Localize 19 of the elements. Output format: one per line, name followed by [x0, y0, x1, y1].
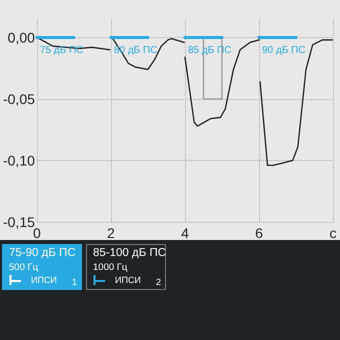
y-tick-label: -0,05: [2, 90, 36, 107]
text: 85-100 дБ ПС: [93, 247, 166, 259]
x-tick-label: 4: [181, 225, 190, 241]
text: 1000 Гц: [93, 262, 128, 273]
x-tick-label: 2: [107, 225, 116, 241]
y-tick-label: 0,00: [8, 29, 36, 46]
text: 500 Гц: [9, 262, 38, 273]
y-tick-label: -0,15: [2, 214, 36, 230]
x-tick-label: с: [330, 225, 336, 241]
x-tick-label: 0: [33, 225, 42, 241]
x-tick-label: 6: [255, 225, 264, 241]
text: 2: [156, 277, 161, 287]
series-label: 90 дБ ПС: [262, 44, 306, 56]
series-label: 85 дБ ПС: [188, 44, 232, 56]
text: 75-90 дБ ПС: [9, 247, 76, 259]
text: ИПСИ: [31, 275, 57, 285]
y-tick-label: -0,10: [2, 152, 36, 168]
text: ИПСИ: [115, 275, 141, 285]
text: 1: [72, 277, 77, 287]
